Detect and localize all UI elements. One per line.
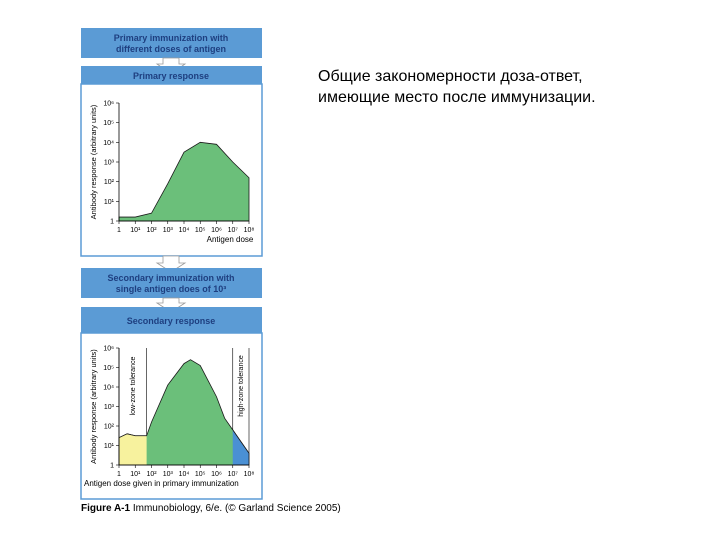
- x-tick-label: 10⁵: [195, 227, 206, 234]
- secondary-immunization-text-1: Secondary immunization with: [107, 273, 234, 283]
- x-tick-label: 10³: [163, 227, 174, 234]
- secondary-response-title: Secondary response: [127, 316, 216, 326]
- figure-credit: Figure A-1 Immunobiology, 6/e. (© Garlan…: [81, 503, 341, 514]
- x-tick-label: 10⁴: [179, 227, 190, 234]
- caption-text: Общие закономерности доза-ответ, имеющие…: [318, 68, 596, 106]
- x-tick-label: 10³: [163, 471, 174, 478]
- zone-fill: [232, 429, 249, 465]
- y-tick-label: 10⁶: [103, 346, 114, 353]
- y-tick-label: 1: [110, 463, 114, 470]
- x-tick-label: 10⁷: [228, 471, 239, 478]
- x-tick-label: 10¹: [130, 471, 141, 478]
- response-area: [118, 141, 250, 222]
- y-tick-label: 10¹: [104, 443, 115, 450]
- primary-response-title: Primary response: [133, 71, 209, 81]
- y-tick-label: 10²: [104, 424, 115, 431]
- y-tick-label: 10⁴: [103, 140, 114, 147]
- x-tick-label: 10⁸: [244, 471, 255, 478]
- y-tick-label: 10⁵: [103, 120, 114, 127]
- x-tick-label: 10⁶: [211, 227, 222, 234]
- primary-immunization-text-2: different doses of antigen: [116, 44, 226, 54]
- y-tick-label: 10¹: [104, 199, 115, 206]
- x-tick-label: 1: [117, 471, 121, 478]
- x-tick-label: 10¹: [130, 227, 141, 234]
- secondary-immunization-box: [81, 268, 262, 298]
- y-tick-label: 10²: [104, 179, 115, 186]
- y-tick-label: 10³: [104, 160, 115, 167]
- figure-credit-label: Figure A-1: [81, 503, 131, 514]
- y-axis-label: Antibody response (arbitrary units): [89, 104, 98, 219]
- y-tick-label: 10⁶: [103, 101, 114, 108]
- x-tick-label: 10⁴: [179, 471, 190, 478]
- figure-credit-text: Immunobiology, 6/e. (© Garland Science 2…: [132, 503, 341, 514]
- y-tick-label: 10³: [104, 404, 115, 411]
- x-tick-label: 10⁶: [211, 471, 222, 478]
- zone-fill: [119, 433, 147, 465]
- primary-immunization-box: [81, 28, 262, 58]
- x-tick-label: 10⁵: [195, 471, 206, 478]
- primary-chart: 1 10¹ 10² 10³ 10⁴ 10⁵ 10⁶ 10⁷ 10⁸ 1 10¹ 10² 10³ 10⁴ 10…: [89, 101, 254, 245]
- y-axis-label: Antibody response (arbitrary units): [89, 349, 98, 464]
- x-tick-label: 10²: [146, 471, 157, 478]
- secondary-response-header: [81, 307, 262, 333]
- x-tick-label: 10²: [146, 227, 157, 234]
- x-axis-label: Antigen dose: [207, 235, 254, 244]
- x-tick-label: 10⁷: [228, 227, 239, 234]
- x-tick-label: 1: [117, 227, 121, 234]
- secondary-chart: low-zone tolerance high-zone tolerance 1 10…: [84, 346, 254, 489]
- x-tick-label: 10⁸: [244, 227, 255, 234]
- secondary-immunization-text-2: single antigen does of 10³: [116, 284, 227, 294]
- y-tick-label: 1: [110, 219, 114, 226]
- primary-response-header: [81, 66, 262, 84]
- primary-immunization-text-1: Primary immunization with: [114, 33, 229, 43]
- zone-label: low-zone tolerance: [130, 357, 137, 416]
- zone-label: high-zone tolerance: [238, 355, 245, 417]
- down-arrow-2: [155, 255, 187, 273]
- x-axis-label: Antigen dose given in primary immunizati…: [84, 479, 239, 488]
- y-tick-label: 10⁴: [103, 385, 114, 392]
- y-tick-label: 10⁵: [103, 365, 114, 372]
